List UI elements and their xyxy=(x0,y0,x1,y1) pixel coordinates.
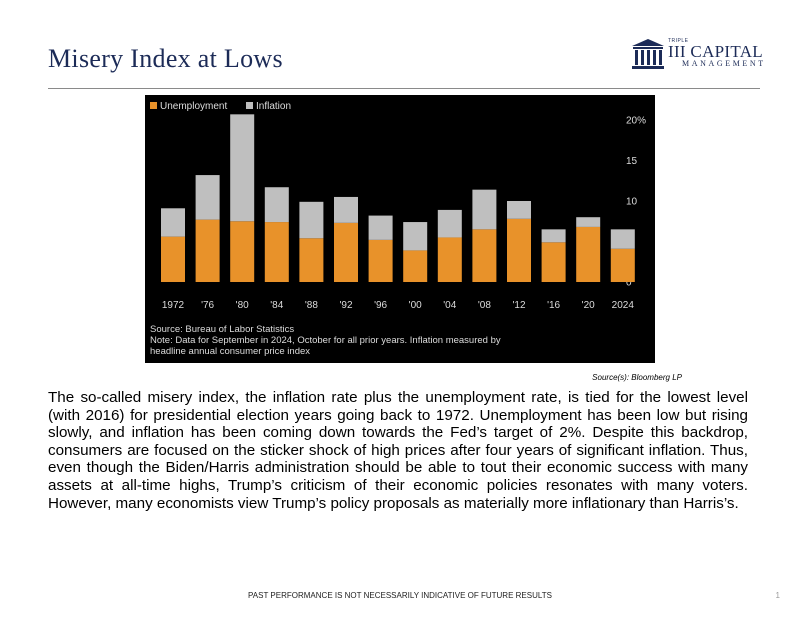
disclaimer-footer: PAST PERFORMANCE IS NOT NECESSARILY INDI… xyxy=(248,591,552,600)
slide-title: Misery Index at Lows xyxy=(48,44,283,73)
bar-inflation xyxy=(541,229,566,243)
bar-inflation xyxy=(161,208,185,237)
bar-unemployment xyxy=(230,221,255,282)
y-tick-label: 10 xyxy=(626,197,638,208)
bar-unemployment xyxy=(576,226,601,282)
legend-swatch-unemployment xyxy=(150,102,157,109)
bar-inflation xyxy=(507,201,531,219)
bar-inflation xyxy=(299,201,324,239)
bar-inflation xyxy=(472,189,497,230)
x-tick-label: '12 xyxy=(512,300,525,311)
company-logo: TRIPLE III CAPITAL MANAGEMENT xyxy=(630,36,763,72)
bar-unemployment xyxy=(472,229,497,282)
title-divider xyxy=(48,88,760,89)
bar-unemployment xyxy=(264,222,289,282)
x-tick-label: 2024 xyxy=(612,300,635,311)
x-tick-label: '20 xyxy=(582,300,595,311)
bar-unemployment xyxy=(299,238,324,282)
bar-inflation xyxy=(437,209,462,238)
legend-label-inflation: Inflation xyxy=(256,101,291,112)
source-citation: Source(s): Bloomberg LP xyxy=(592,373,682,382)
x-tick-label: '88 xyxy=(305,300,318,311)
y-tick-label: 20% xyxy=(626,116,646,127)
bar-unemployment xyxy=(437,237,462,282)
building-columns-icon xyxy=(632,39,664,69)
chart-note-line: Source: Bureau of Labor Statistics xyxy=(150,324,294,335)
logo-wordmark: III CAPITAL xyxy=(668,42,763,61)
x-tick-label: '04 xyxy=(443,300,456,311)
y-tick-label: 0 xyxy=(626,278,632,289)
bar-inflation xyxy=(334,196,358,223)
bar-inflation xyxy=(230,114,255,222)
bar-inflation xyxy=(576,217,601,227)
bar-unemployment xyxy=(610,248,635,282)
x-tick-label: '80 xyxy=(236,300,249,311)
x-tick-label: 1972 xyxy=(162,300,185,311)
x-tick-label: '84 xyxy=(270,300,283,311)
legend-label-unemployment: Unemployment xyxy=(160,101,227,112)
bar-unemployment xyxy=(195,219,220,282)
bar-inflation xyxy=(368,215,393,240)
bar-unemployment xyxy=(507,218,531,282)
bar-inflation xyxy=(610,229,635,249)
chart-note-line: Note: Data for September in 2024, Octobe… xyxy=(150,335,501,346)
chart-canvas: UnemploymentInflation20%1510501972'76'80… xyxy=(150,101,646,357)
bar-unemployment xyxy=(368,239,393,282)
legend-swatch-inflation xyxy=(246,102,253,109)
y-tick-label: 15 xyxy=(626,156,638,167)
x-tick-label: '76 xyxy=(201,300,214,311)
x-tick-label: '08 xyxy=(478,300,491,311)
commentary-paragraph: The so-called misery index, the inflatio… xyxy=(48,389,748,512)
bar-unemployment xyxy=(334,222,358,282)
bar-inflation xyxy=(264,187,289,223)
bar-unemployment xyxy=(541,242,566,282)
x-tick-label: '00 xyxy=(409,300,422,311)
x-tick-label: '96 xyxy=(374,300,387,311)
bar-inflation xyxy=(403,222,428,251)
page-number: 1 xyxy=(775,591,780,600)
x-tick-label: '92 xyxy=(339,300,352,311)
bar-unemployment xyxy=(161,236,185,282)
chart-note-line: headline annual consumer price index xyxy=(150,346,310,357)
logo-tag: TRIPLE xyxy=(668,38,689,44)
bar-unemployment xyxy=(403,250,428,282)
x-tick-label: '16 xyxy=(547,300,560,311)
bar-inflation xyxy=(195,175,220,220)
logo-subtitle: MANAGEMENT xyxy=(682,59,766,68)
misery-index-chart: UnemploymentInflation20%1510501972'76'80… xyxy=(145,95,655,363)
